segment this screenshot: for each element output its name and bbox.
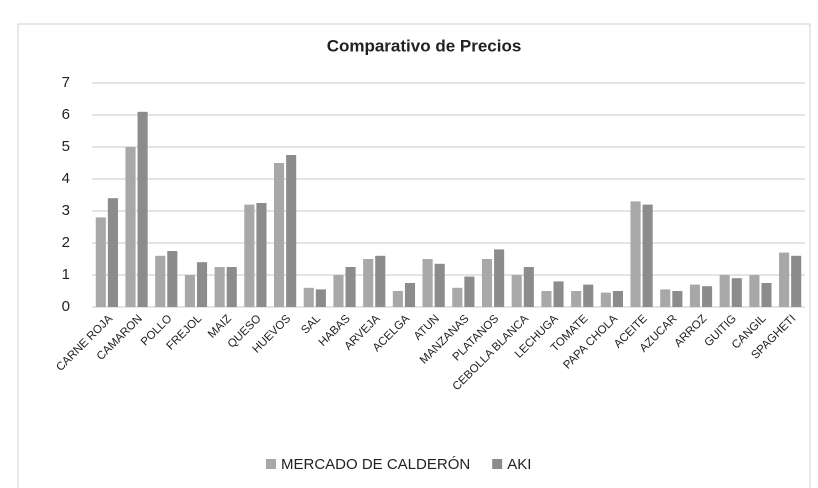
y-tick-label: 5 (62, 138, 70, 155)
bar (274, 163, 285, 307)
bar (731, 278, 742, 307)
bar (779, 252, 790, 307)
bar (196, 262, 208, 307)
bar (155, 255, 166, 307)
bar (494, 249, 505, 307)
y-tick-label: 0 (62, 298, 70, 315)
legend-swatch (266, 459, 276, 469)
bar (600, 292, 611, 307)
legend-swatch (492, 459, 503, 469)
bar (612, 291, 623, 307)
bar (511, 275, 522, 307)
bar (184, 275, 195, 307)
bar (571, 291, 582, 307)
bar (630, 201, 641, 307)
legend-label: AKI (507, 456, 531, 473)
bar (256, 203, 267, 307)
chart-title: Comparativo de Precios (327, 36, 522, 55)
bar (226, 267, 237, 307)
bar (333, 275, 344, 307)
bar (541, 291, 552, 307)
bar (303, 287, 314, 307)
bar (660, 289, 671, 307)
bar (481, 259, 493, 307)
y-tick-label: 4 (62, 170, 70, 187)
bar (137, 111, 148, 307)
y-tick-label: 2 (62, 234, 70, 251)
bar (791, 255, 802, 307)
bar (672, 291, 683, 307)
bar (375, 255, 386, 307)
bar (392, 291, 403, 307)
bar (125, 147, 136, 307)
bar (95, 217, 106, 307)
bar (642, 204, 653, 307)
bar (523, 267, 534, 307)
bar (464, 276, 475, 307)
bar (214, 267, 225, 307)
bar (761, 283, 772, 307)
bar (702, 286, 713, 307)
bar (583, 284, 594, 307)
bar (434, 263, 445, 307)
bar (363, 259, 374, 307)
chart-frame (17, 23, 811, 488)
legend-label: MERCADO DE CALDERÓN (281, 456, 470, 473)
y-tick-label: 1 (62, 266, 70, 283)
bar (404, 283, 416, 307)
bar (167, 251, 178, 307)
bar (689, 284, 701, 307)
y-tick-label: 7 (62, 74, 70, 91)
bar (422, 259, 433, 307)
bar (107, 198, 118, 307)
bar (749, 275, 760, 307)
y-tick-label: 6 (62, 106, 70, 123)
bar (244, 204, 255, 307)
bar (286, 155, 297, 307)
bar (315, 289, 326, 307)
bar (345, 267, 356, 307)
bar (553, 281, 564, 307)
bar (719, 275, 730, 307)
bar (452, 287, 463, 307)
y-tick-label: 3 (62, 202, 70, 219)
